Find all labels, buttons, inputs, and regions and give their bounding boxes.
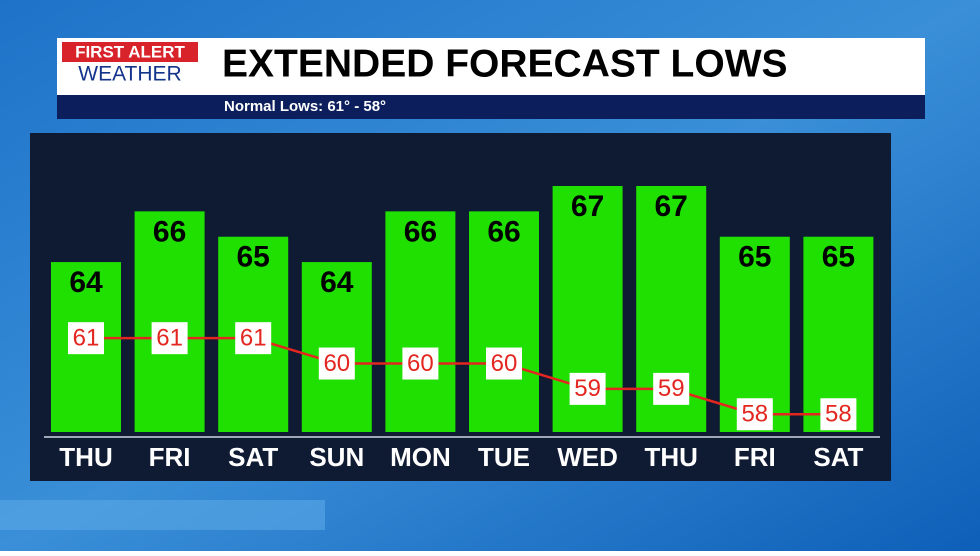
point-value-label: 58 bbox=[741, 401, 768, 428]
point-marker bbox=[736, 398, 773, 431]
bar-value-label: 64 bbox=[320, 266, 354, 299]
x-tick-label: THU bbox=[59, 442, 112, 472]
point-value-label: 60 bbox=[323, 350, 350, 377]
point-marker bbox=[820, 398, 857, 431]
bar-value-label: 67 bbox=[571, 190, 604, 223]
point-marker bbox=[68, 322, 104, 355]
point-value-label: 59 bbox=[658, 375, 685, 402]
x-tick-label: THU bbox=[644, 442, 697, 472]
bar-value-label: 65 bbox=[822, 241, 855, 274]
logo-box bbox=[62, 42, 198, 62]
decor bbox=[0, 500, 325, 530]
bar bbox=[469, 211, 539, 432]
bar bbox=[134, 211, 205, 432]
chart-title: EXTENDED FORECAST LOWS bbox=[222, 42, 788, 85]
point-marker bbox=[235, 322, 272, 355]
x-tick-label: MON bbox=[390, 442, 451, 472]
point-value-label: 58 bbox=[825, 401, 852, 428]
point-value-label: 60 bbox=[491, 350, 518, 377]
bar bbox=[385, 211, 456, 432]
logo-line1: FIRST ALERT bbox=[75, 42, 185, 61]
point-value-label: 60 bbox=[407, 350, 434, 377]
point-marker bbox=[402, 347, 439, 380]
x-tick-label: TUE bbox=[478, 442, 530, 472]
x-tick-label: SUN bbox=[309, 442, 364, 472]
x-tick-label: WED bbox=[557, 442, 618, 472]
line bbox=[86, 336, 839, 416]
logo-line2: WEATHER bbox=[78, 63, 181, 86]
point-marker bbox=[653, 372, 690, 405]
point-value-label: 61 bbox=[156, 325, 183, 352]
bar-value-label: 66 bbox=[404, 215, 437, 248]
point-marker bbox=[569, 372, 606, 405]
bar-value-label: 65 bbox=[237, 241, 270, 274]
bar-value-label: 67 bbox=[655, 190, 688, 223]
plot: THU FRI SAT SUN MON TUE WED THU FRI SAT 64 66 65 64 66… bbox=[51, 186, 874, 472]
x-tick-label: SAT bbox=[813, 442, 863, 472]
point-marker bbox=[151, 322, 188, 355]
point-marker bbox=[486, 347, 522, 380]
bar-value-label: 65 bbox=[738, 241, 771, 274]
title-bar bbox=[57, 38, 925, 96]
x-tick-label: FRI bbox=[734, 442, 776, 472]
chart-subtitle: Normal Lows: 61° - 58° bbox=[224, 98, 386, 115]
x-tick-label: FRI bbox=[149, 442, 191, 472]
bar-value-label: 64 bbox=[69, 266, 103, 299]
point-marker bbox=[318, 347, 355, 380]
point-value-label: 59 bbox=[574, 375, 601, 402]
bar-value-label: 66 bbox=[153, 215, 186, 248]
bar bbox=[301, 262, 372, 432]
point-value-label: 61 bbox=[73, 325, 100, 352]
x-tick-label: SAT bbox=[228, 442, 278, 472]
point-value-label: 61 bbox=[240, 325, 267, 352]
bar-value-label: 66 bbox=[487, 215, 520, 248]
subtitle-bar bbox=[57, 95, 925, 119]
